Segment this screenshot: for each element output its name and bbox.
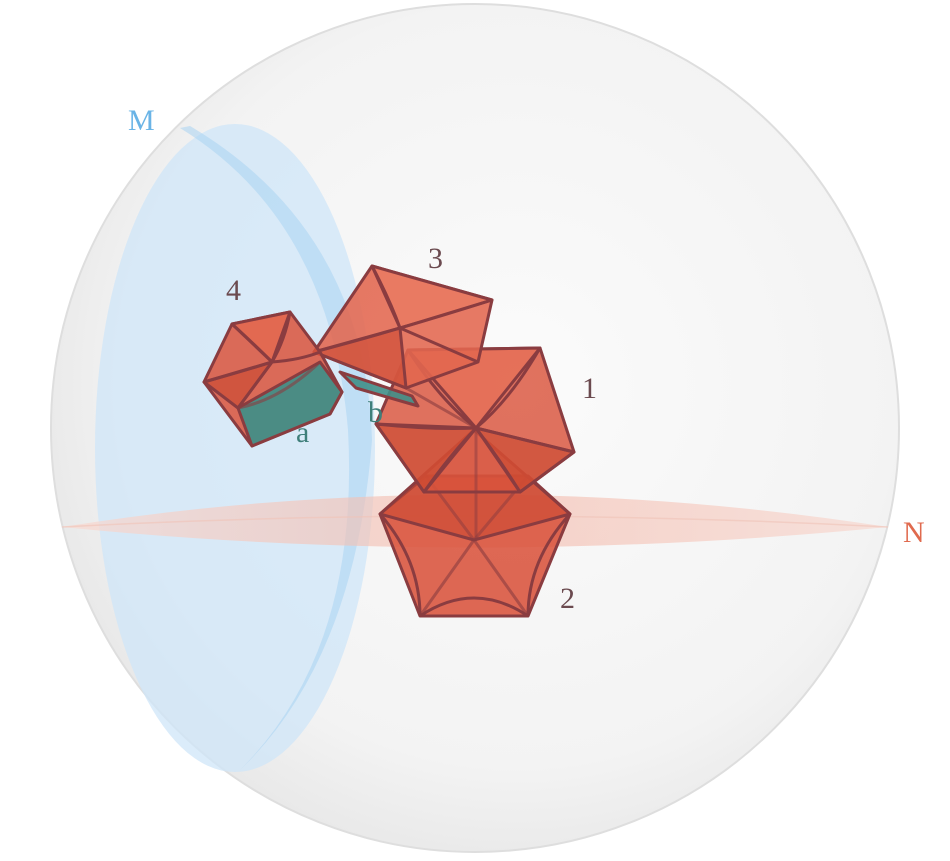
polyhedron-1	[374, 346, 576, 540]
plane-m	[95, 124, 375, 772]
plane-m-label: M	[128, 104, 155, 137]
plane-n-label: N	[903, 516, 925, 549]
face-b-label: b	[368, 396, 383, 429]
polyhedron-3	[312, 264, 494, 430]
polyhedron-3-label: 3	[428, 242, 443, 275]
face-a-label: a	[296, 416, 309, 449]
polyhedron-4-label: 4	[226, 274, 241, 307]
polyhedron-1-label: 1	[582, 372, 597, 405]
polyhedron-2-label: 2	[560, 582, 575, 615]
polyhedron-4	[202, 310, 344, 448]
